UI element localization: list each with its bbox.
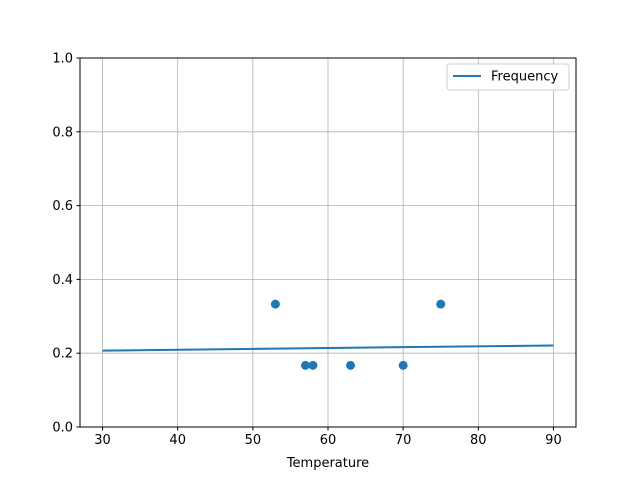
scatter-point xyxy=(346,360,356,370)
y-tick-label: 0.2 xyxy=(52,347,73,362)
x-tick-label: 70 xyxy=(395,433,412,448)
legend-box xyxy=(446,63,570,91)
legend-label: Frequency xyxy=(491,70,558,85)
x-tick-label: 50 xyxy=(245,433,262,448)
frequency-line xyxy=(102,344,554,352)
y-tick-label: 0.4 xyxy=(52,273,73,288)
y-tick-label: 0.8 xyxy=(52,125,73,140)
scatter-point xyxy=(308,360,318,370)
x-tick-label: 30 xyxy=(94,433,111,448)
scatter-point xyxy=(270,299,280,309)
scatter-point xyxy=(300,360,310,370)
y-tick-label: 0.6 xyxy=(52,199,73,214)
scatter-point xyxy=(398,360,408,370)
x-tick-label: 40 xyxy=(169,433,186,448)
grid xyxy=(80,57,576,428)
x-tick-label: 90 xyxy=(545,433,562,448)
y-tick-label: 1.0 xyxy=(52,52,73,67)
ticks: 30 40 50 60 70 80 90 0.0 0.2 0.4 0.6 0.8 1.0 xyxy=(52,52,561,449)
x-axis-label: Temperature xyxy=(286,456,369,471)
x-tick-label: 60 xyxy=(320,433,337,448)
scatter-point xyxy=(436,299,446,309)
marks xyxy=(102,299,554,370)
legend: Frequency xyxy=(446,63,570,91)
y-tick-label: 0.0 xyxy=(52,421,73,436)
x-tick-label: 80 xyxy=(470,433,487,448)
